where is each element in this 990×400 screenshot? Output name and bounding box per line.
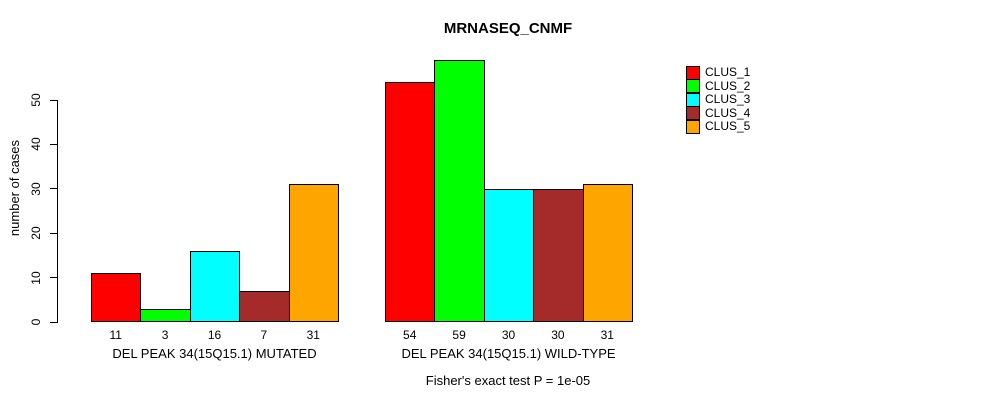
bar-CLUS_5-group1: [288, 184, 339, 322]
legend-swatch-CLUS_1: [686, 65, 700, 80]
y-tick-mark: [50, 143, 57, 145]
footer-note: Fisher's exact test P = 1e-05: [425, 373, 591, 388]
legend-swatch-CLUS_3: [686, 92, 700, 107]
y-tick-label: 20: [29, 226, 43, 240]
bar-CLUS_2-group2: [434, 60, 485, 322]
bar-value-label: 59: [452, 328, 466, 342]
y-tick-label: 40: [29, 137, 43, 152]
legend-label: CLUS_2: [705, 78, 751, 93]
bar-CLUS_4-group1: [239, 290, 290, 322]
legend-label: CLUS_1: [705, 65, 751, 80]
y-tick-mark: [50, 188, 57, 190]
legend-item: CLUS_5: [686, 119, 751, 134]
bar-CLUS_5-group2: [582, 184, 633, 322]
legend-swatch-CLUS_2: [686, 79, 700, 94]
bar-value-label: 3: [161, 328, 169, 342]
y-tick-label: 30: [29, 182, 43, 196]
group-label-1: DEL PEAK 34(15Q15.1) MUTATED: [112, 346, 317, 361]
legend-item: CLUS_4: [686, 105, 751, 121]
legend-swatch-CLUS_5: [686, 119, 700, 134]
bar-CLUS_1-group1: [91, 273, 142, 322]
y-tick-label: 50: [29, 93, 43, 107]
legend-label: CLUS_5: [705, 119, 751, 134]
y-axis-line: [57, 100, 58, 323]
chart-title: MRNASEQ_CNMF: [443, 20, 573, 37]
group-label-2: DEL PEAK 34(15Q15.1) WILD-TYPE: [401, 346, 616, 361]
legend-swatch-CLUS_4: [686, 106, 700, 121]
bar-value-label: 31: [600, 328, 614, 342]
legend-label: CLUS_4: [705, 105, 751, 120]
bar-value-label: 11: [109, 328, 122, 342]
bar-value-label: 31: [306, 328, 320, 342]
bar-value-label: 30: [501, 328, 516, 342]
y-tick-mark: [50, 99, 57, 101]
bar-value-label: 30: [551, 328, 565, 342]
legend: CLUS_1 CLUS_2 CLUS_3 CLUS_4 CLUS_5: [686, 65, 751, 134]
y-tick-mark: [50, 232, 57, 234]
legend-label: CLUS_3: [705, 92, 751, 107]
y-tick-label: 0: [29, 318, 43, 326]
bar-CLUS_3-group1: [189, 250, 241, 322]
y-tick-mark: [50, 277, 57, 279]
y-tick-label: 10: [29, 270, 43, 285]
bar-CLUS_2-group1: [140, 308, 191, 322]
legend-item: CLUS_1: [686, 65, 751, 80]
y-axis-label: number of cases: [7, 139, 22, 237]
bar-CLUS_1-group2: [385, 82, 436, 322]
bar-value-label: 7: [260, 328, 268, 342]
bar-CLUS_4-group2: [533, 188, 584, 322]
bar-value-label: 54: [403, 328, 417, 342]
y-tick-mark: [50, 321, 57, 323]
legend-item: CLUS_2: [686, 78, 751, 94]
legend-item: CLUS_3: [686, 92, 751, 107]
bar-CLUS_3-group2: [483, 188, 535, 322]
bar-value-label: 16: [207, 328, 222, 342]
